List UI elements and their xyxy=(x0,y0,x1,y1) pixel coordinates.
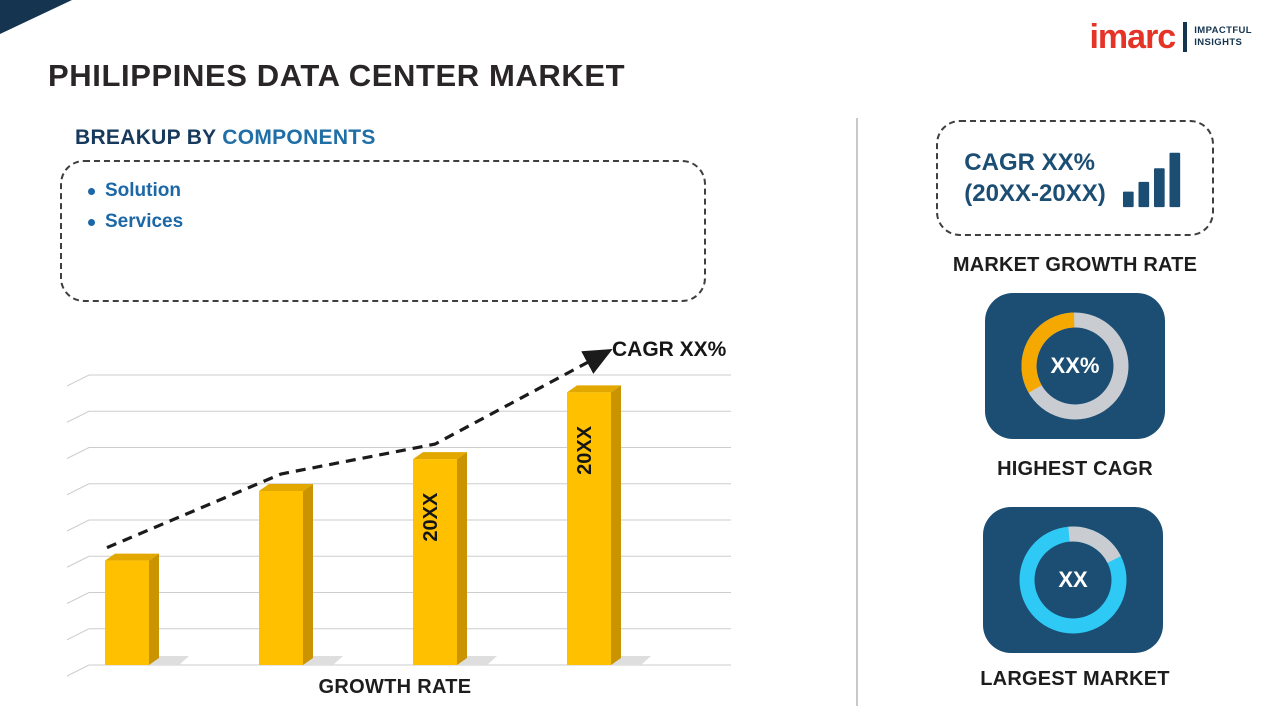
bar xyxy=(567,392,611,665)
market-growth-card-text: CAGR XX% (20XX-20XX) xyxy=(964,147,1105,209)
bar-shadow xyxy=(457,656,497,665)
bar-top xyxy=(259,484,313,491)
largest-market-value: XX xyxy=(1058,567,1088,592)
gridline xyxy=(66,374,731,387)
bar xyxy=(413,459,457,665)
breakup-heading-highlight: COMPONENTS xyxy=(222,126,376,149)
cagr-period-line: (20XX-20XX) xyxy=(964,180,1106,207)
corner-decoration xyxy=(0,0,72,34)
bar xyxy=(105,560,149,665)
page-title: PHILIPPINES DATA CENTER MARKET xyxy=(48,58,626,93)
logo-tagline-line1: IMPACTFUL xyxy=(1194,25,1252,37)
gridline xyxy=(66,555,731,568)
bar-label: 20XX xyxy=(420,492,442,542)
list-item-solution: Solution xyxy=(88,180,678,202)
trend-arrow xyxy=(106,348,613,550)
donut-ring-accent xyxy=(1019,526,1127,634)
market-growth-card: CAGR XX% (20XX-20XX) xyxy=(936,120,1214,236)
largest-market-label: LARGEST MARKET xyxy=(980,668,1170,690)
growth-bar-chart: 20XX 20XX xyxy=(55,335,735,680)
gridline xyxy=(66,483,731,496)
gridline xyxy=(66,447,731,459)
breakup-heading-prefix: BREAKUP BY xyxy=(75,126,223,149)
bullet-icon xyxy=(88,218,95,226)
x-axis-label: GROWTH RATE xyxy=(318,676,472,698)
list-item-label: Solution xyxy=(105,180,181,201)
components-list-box: Solution Services xyxy=(60,160,706,302)
list-item-label: Services xyxy=(105,211,184,232)
bar xyxy=(259,491,303,665)
bar-top xyxy=(567,385,621,393)
bullet-icon xyxy=(88,187,95,195)
cagr-annotation: CAGR XX% xyxy=(612,338,727,361)
market-growth-rate-label: MARKET GROWTH RATE xyxy=(952,254,1198,276)
breakup-heading: BREAKUP BY COMPONENTS xyxy=(75,126,376,150)
bar-label: 20XX xyxy=(574,425,596,475)
bar-top xyxy=(105,553,159,561)
gridline xyxy=(66,592,731,604)
gridline xyxy=(66,410,731,423)
bar-side xyxy=(457,452,467,665)
logo-tagline-line2: INSIGHTS xyxy=(1194,37,1243,48)
highest-cagr-donut xyxy=(1021,312,1129,420)
bar-chart-svg: 20XX 20XX xyxy=(66,348,731,677)
vertical-divider xyxy=(856,118,858,706)
bar-shadow xyxy=(611,656,651,665)
gridline xyxy=(66,519,731,532)
logo-tagline: IMPACTFUL INSIGHTS xyxy=(1194,25,1252,49)
bar-side xyxy=(303,484,313,665)
highest-cagr-tile: XX% xyxy=(985,293,1165,439)
bar-chart-icon xyxy=(1122,152,1180,208)
logo-divider xyxy=(1183,22,1188,52)
largest-market-tile: XX xyxy=(983,507,1163,653)
largest-market-donut xyxy=(1019,526,1127,634)
gridline xyxy=(66,628,731,641)
cagr-value-line: CAGR XX% xyxy=(964,148,1095,176)
gridline xyxy=(66,664,731,677)
highest-cagr-label: HIGHEST CAGR xyxy=(997,458,1153,480)
bar-side xyxy=(611,385,621,665)
bar-shadow xyxy=(149,656,189,665)
highest-cagr-value: XX% xyxy=(1050,353,1100,378)
logo-brand: imarc xyxy=(1089,18,1176,56)
bar-shadow xyxy=(303,656,343,665)
bar-side xyxy=(149,553,159,665)
list-item-services: Services xyxy=(88,211,678,233)
bar-top xyxy=(413,452,467,460)
imarc-logo: imarc IMPACTFUL INSIGHTS xyxy=(1089,20,1252,54)
